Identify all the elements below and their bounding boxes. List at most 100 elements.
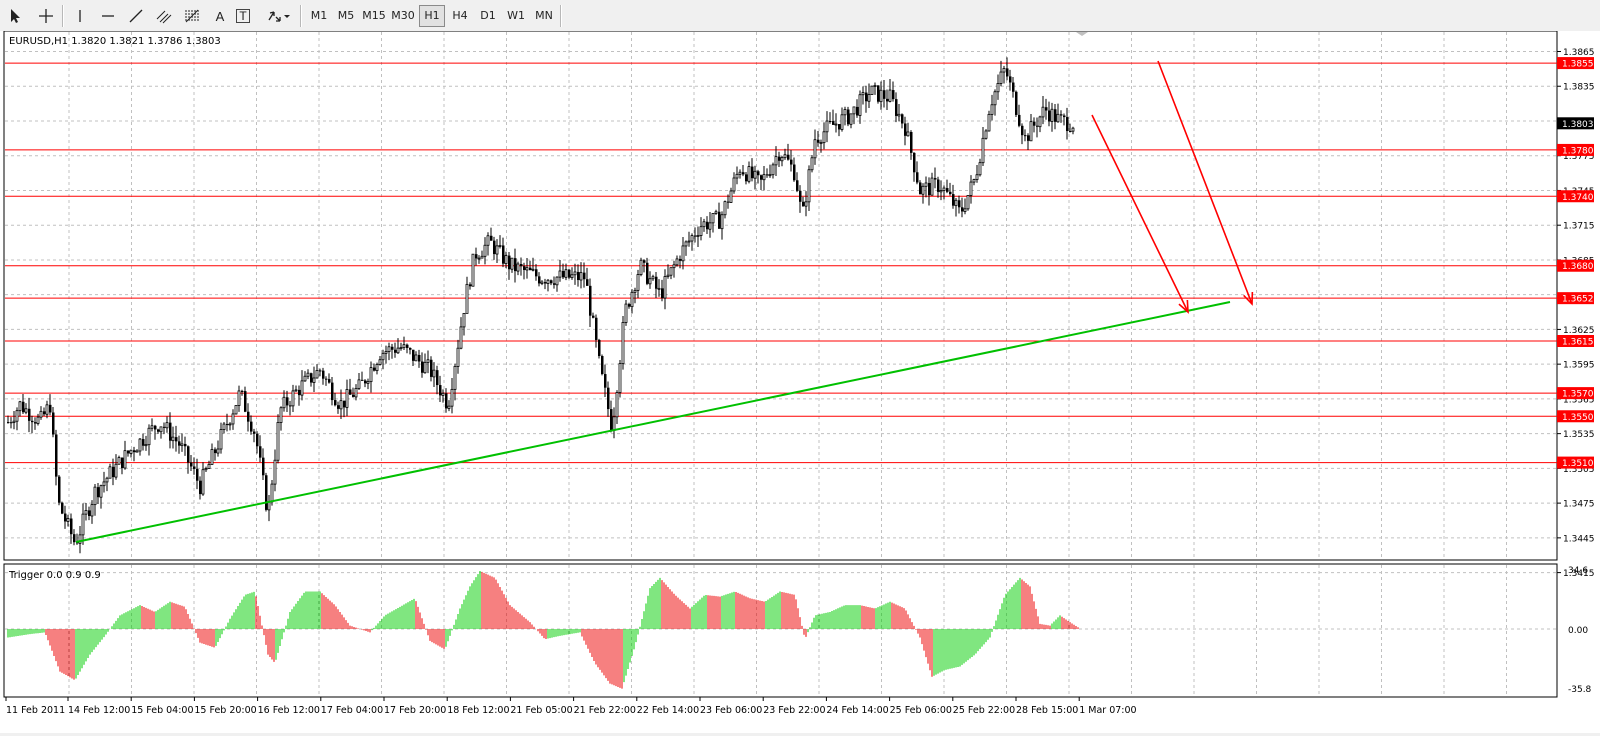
time-tick-label: 25 Feb 22:00 <box>953 705 1015 716</box>
candle-body-bear <box>52 412 55 435</box>
candle-body-bull <box>639 259 643 275</box>
candle-body-bear <box>265 475 268 510</box>
candle-body-bear <box>961 207 964 212</box>
candle-body-bear <box>628 304 631 307</box>
candle-body-bull <box>498 245 502 247</box>
candle-body-bear <box>916 172 919 183</box>
candle-body-bull <box>339 400 343 410</box>
candle-body-bull <box>510 257 514 270</box>
timeframe-m5-button[interactable]: M5 <box>337 9 355 22</box>
candle-body-bear <box>196 468 199 481</box>
candle-body-bear <box>190 462 193 467</box>
candle-body-bear <box>760 175 763 180</box>
candle-body-bull <box>234 405 238 415</box>
candle-body-bull <box>90 504 94 517</box>
candle-body-bull <box>231 413 235 425</box>
horizontal-line-icon[interactable] <box>96 4 120 28</box>
candle-body-bear <box>364 380 367 384</box>
timeframe-h4-button[interactable]: H4 <box>452 9 468 22</box>
candle-body-bear <box>952 194 955 206</box>
candle-body-bear <box>751 166 754 179</box>
candle-body-bear <box>256 433 259 447</box>
fibonacci-retracement-icon[interactable] <box>180 4 204 28</box>
candle-body-bear <box>529 267 532 270</box>
candle-body-bull <box>36 416 40 424</box>
timeframe-m1-button[interactable]: M1 <box>310 9 328 22</box>
candle-body-bull <box>12 420 16 423</box>
crosshair-icon[interactable] <box>34 4 58 28</box>
candle-body-bull <box>102 481 106 487</box>
candle-body-bear <box>535 269 538 277</box>
candle-body-bull <box>432 369 436 378</box>
candle-body-bull <box>738 171 742 175</box>
arrows-menu-icon[interactable] <box>264 4 294 28</box>
timeframe-m30-button[interactable]: M30 <box>391 9 415 22</box>
timeframe-m15-button[interactable]: M15 <box>362 9 386 22</box>
level-price-badge <box>1557 456 1594 469</box>
candle-body-bear <box>418 354 421 362</box>
candle-body-bull <box>84 510 88 515</box>
candle-body-bear <box>508 255 511 270</box>
candle-body-bull <box>870 85 874 95</box>
candle-body-bull <box>780 157 784 162</box>
text-box-icon[interactable]: T <box>236 9 250 23</box>
price-tick-label: 1.3715 <box>1563 222 1595 232</box>
candle-body-bear <box>97 487 100 498</box>
main-grid <box>5 32 1557 574</box>
trendline-icon[interactable] <box>124 4 148 28</box>
candle-body-bull <box>873 84 877 87</box>
candle-body-bull <box>858 94 862 116</box>
level-price-label: 1.3780 <box>1562 146 1594 156</box>
down-arrow-long[interactable] <box>1157 60 1253 305</box>
support-trendline[interactable] <box>75 301 1231 543</box>
candle-body-bull <box>579 272 583 281</box>
candle-body-bear <box>913 152 916 173</box>
candle-body-bull <box>663 276 667 299</box>
candle-body-bull <box>963 208 967 212</box>
candle-body-bull <box>117 457 121 465</box>
down-arrow-short[interactable] <box>1091 114 1189 313</box>
level-price-badge <box>1557 259 1594 272</box>
cursor-arrow-icon[interactable] <box>4 4 28 28</box>
equidistant-channel-icon[interactable] <box>152 4 176 28</box>
candle-body-bull <box>273 459 277 485</box>
vertical-line-icon[interactable] <box>68 4 92 28</box>
candle-body-bull <box>402 344 406 349</box>
down-arrow-short-head <box>1178 299 1189 314</box>
timeframe-d1-button[interactable]: D1 <box>480 9 496 22</box>
indicator-axis: 34.6 0.00 -35.8 <box>1568 566 1592 695</box>
candle-body-bull <box>612 416 616 431</box>
chart-canvas[interactable]: 1.38651.38351.37751.37451.37151.36851.36… <box>0 30 1600 733</box>
timeframe-w1-button[interactable]: W1 <box>507 9 525 22</box>
candle-body-bear <box>187 446 190 463</box>
text-label-icon[interactable]: A <box>215 8 225 24</box>
candle-body-bear <box>502 245 505 264</box>
time-tick-label: 28 Feb 15:00 <box>1016 705 1078 716</box>
candle-body-bull <box>888 89 892 102</box>
price-tick-label: 1.3415 <box>1563 569 1595 579</box>
chart-window[interactable]: 1.38651.38351.37751.37451.37151.36851.36… <box>0 30 1600 733</box>
candle-body-bear <box>439 385 442 396</box>
candle-body-bull <box>312 377 316 383</box>
candle-body-bear <box>802 201 805 207</box>
candle-body-bull <box>516 263 520 272</box>
current-price-label: 1.3803 <box>1562 120 1594 130</box>
timeframe-h1-button[interactable]: H1 <box>419 5 445 27</box>
candle-body-bull <box>897 113 901 117</box>
candle-body-bear <box>298 389 301 396</box>
candle-body-bear <box>892 90 895 100</box>
candle-body-bear <box>592 315 595 318</box>
timeframe-mn-button[interactable]: MN <box>535 9 553 22</box>
candle-body-bear <box>514 258 517 272</box>
candle-body-bear <box>910 131 913 153</box>
candle-body-bear <box>832 121 835 125</box>
level-price-badge <box>1557 143 1594 156</box>
candle-body-bear <box>214 449 217 454</box>
indicator-scale-label: -35.8 <box>1568 685 1592 695</box>
time-tick-label: 11 Feb 2011 <box>6 705 65 716</box>
candle-body-bear <box>121 457 124 469</box>
candle-body-bear <box>322 370 325 379</box>
candle-body-bear <box>553 283 556 285</box>
toolbar-separator <box>300 5 302 27</box>
drawings[interactable] <box>75 60 1254 543</box>
